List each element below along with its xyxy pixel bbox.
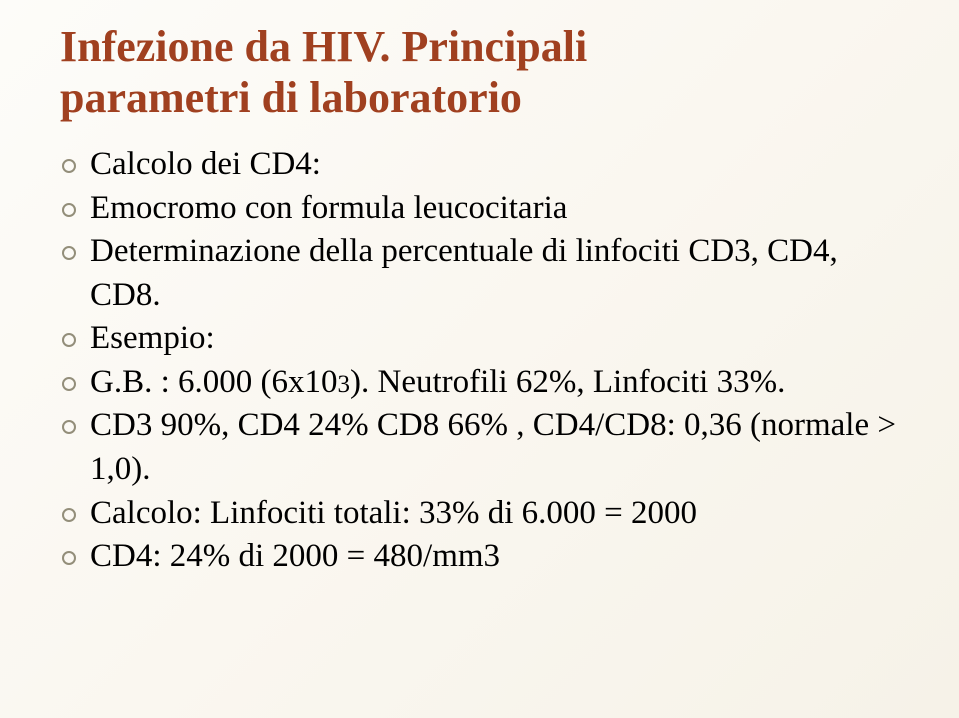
bullet-text-sub: 3 xyxy=(338,371,351,398)
bullet-item-2: Emocromo con formula leucocitaria xyxy=(60,187,915,231)
bullet-text: CD3 90%, CD4 24% CD8 66% , CD4/CD8: 0,36… xyxy=(90,407,896,487)
bullet-text-post: ). Neutrofili 62%, Linfociti 33%. xyxy=(350,364,785,400)
bullet-text-pre: G.B. : 6.000 (6x10 xyxy=(90,364,338,400)
bullet-item-3: Determinazione della percentuale di linf… xyxy=(60,230,915,317)
bullet-text: CD4: 24% di 2000 = 480/mm3 xyxy=(90,538,500,574)
slide-title: Infezione da HIV. Principali parametri d… xyxy=(60,22,915,123)
bullet-item-4: Esempio: xyxy=(60,317,915,361)
title-line-2: parametri di laboratorio xyxy=(60,73,522,122)
bullet-list: Calcolo dei CD4: Emocromo con formula le… xyxy=(60,143,915,578)
bullet-item-1: Calcolo dei CD4: xyxy=(60,143,915,187)
title-line-1: Infezione da HIV. Principali xyxy=(60,22,587,71)
bullet-item-5: G.B. : 6.000 (6x103). Neutrofili 62%, Li… xyxy=(60,361,915,405)
bullet-item-7: Calcolo: Linfociti totali: 33% di 6.000 … xyxy=(60,492,915,536)
bullet-item-8: CD4: 24% di 2000 = 480/mm3 xyxy=(60,535,915,579)
bullet-text: Emocromo con formula leucocitaria xyxy=(90,190,567,226)
bullet-item-6: CD3 90%, CD4 24% CD8 66% , CD4/CD8: 0,36… xyxy=(60,404,915,491)
bullet-text: Calcolo: Linfociti totali: 33% di 6.000 … xyxy=(90,495,697,531)
slide-container: Infezione da HIV. Principali parametri d… xyxy=(0,0,959,718)
bullet-text: Esempio: xyxy=(90,320,215,356)
bullet-text: Calcolo dei CD4: xyxy=(90,146,321,182)
bullet-text: Determinazione della percentuale di linf… xyxy=(90,233,838,313)
